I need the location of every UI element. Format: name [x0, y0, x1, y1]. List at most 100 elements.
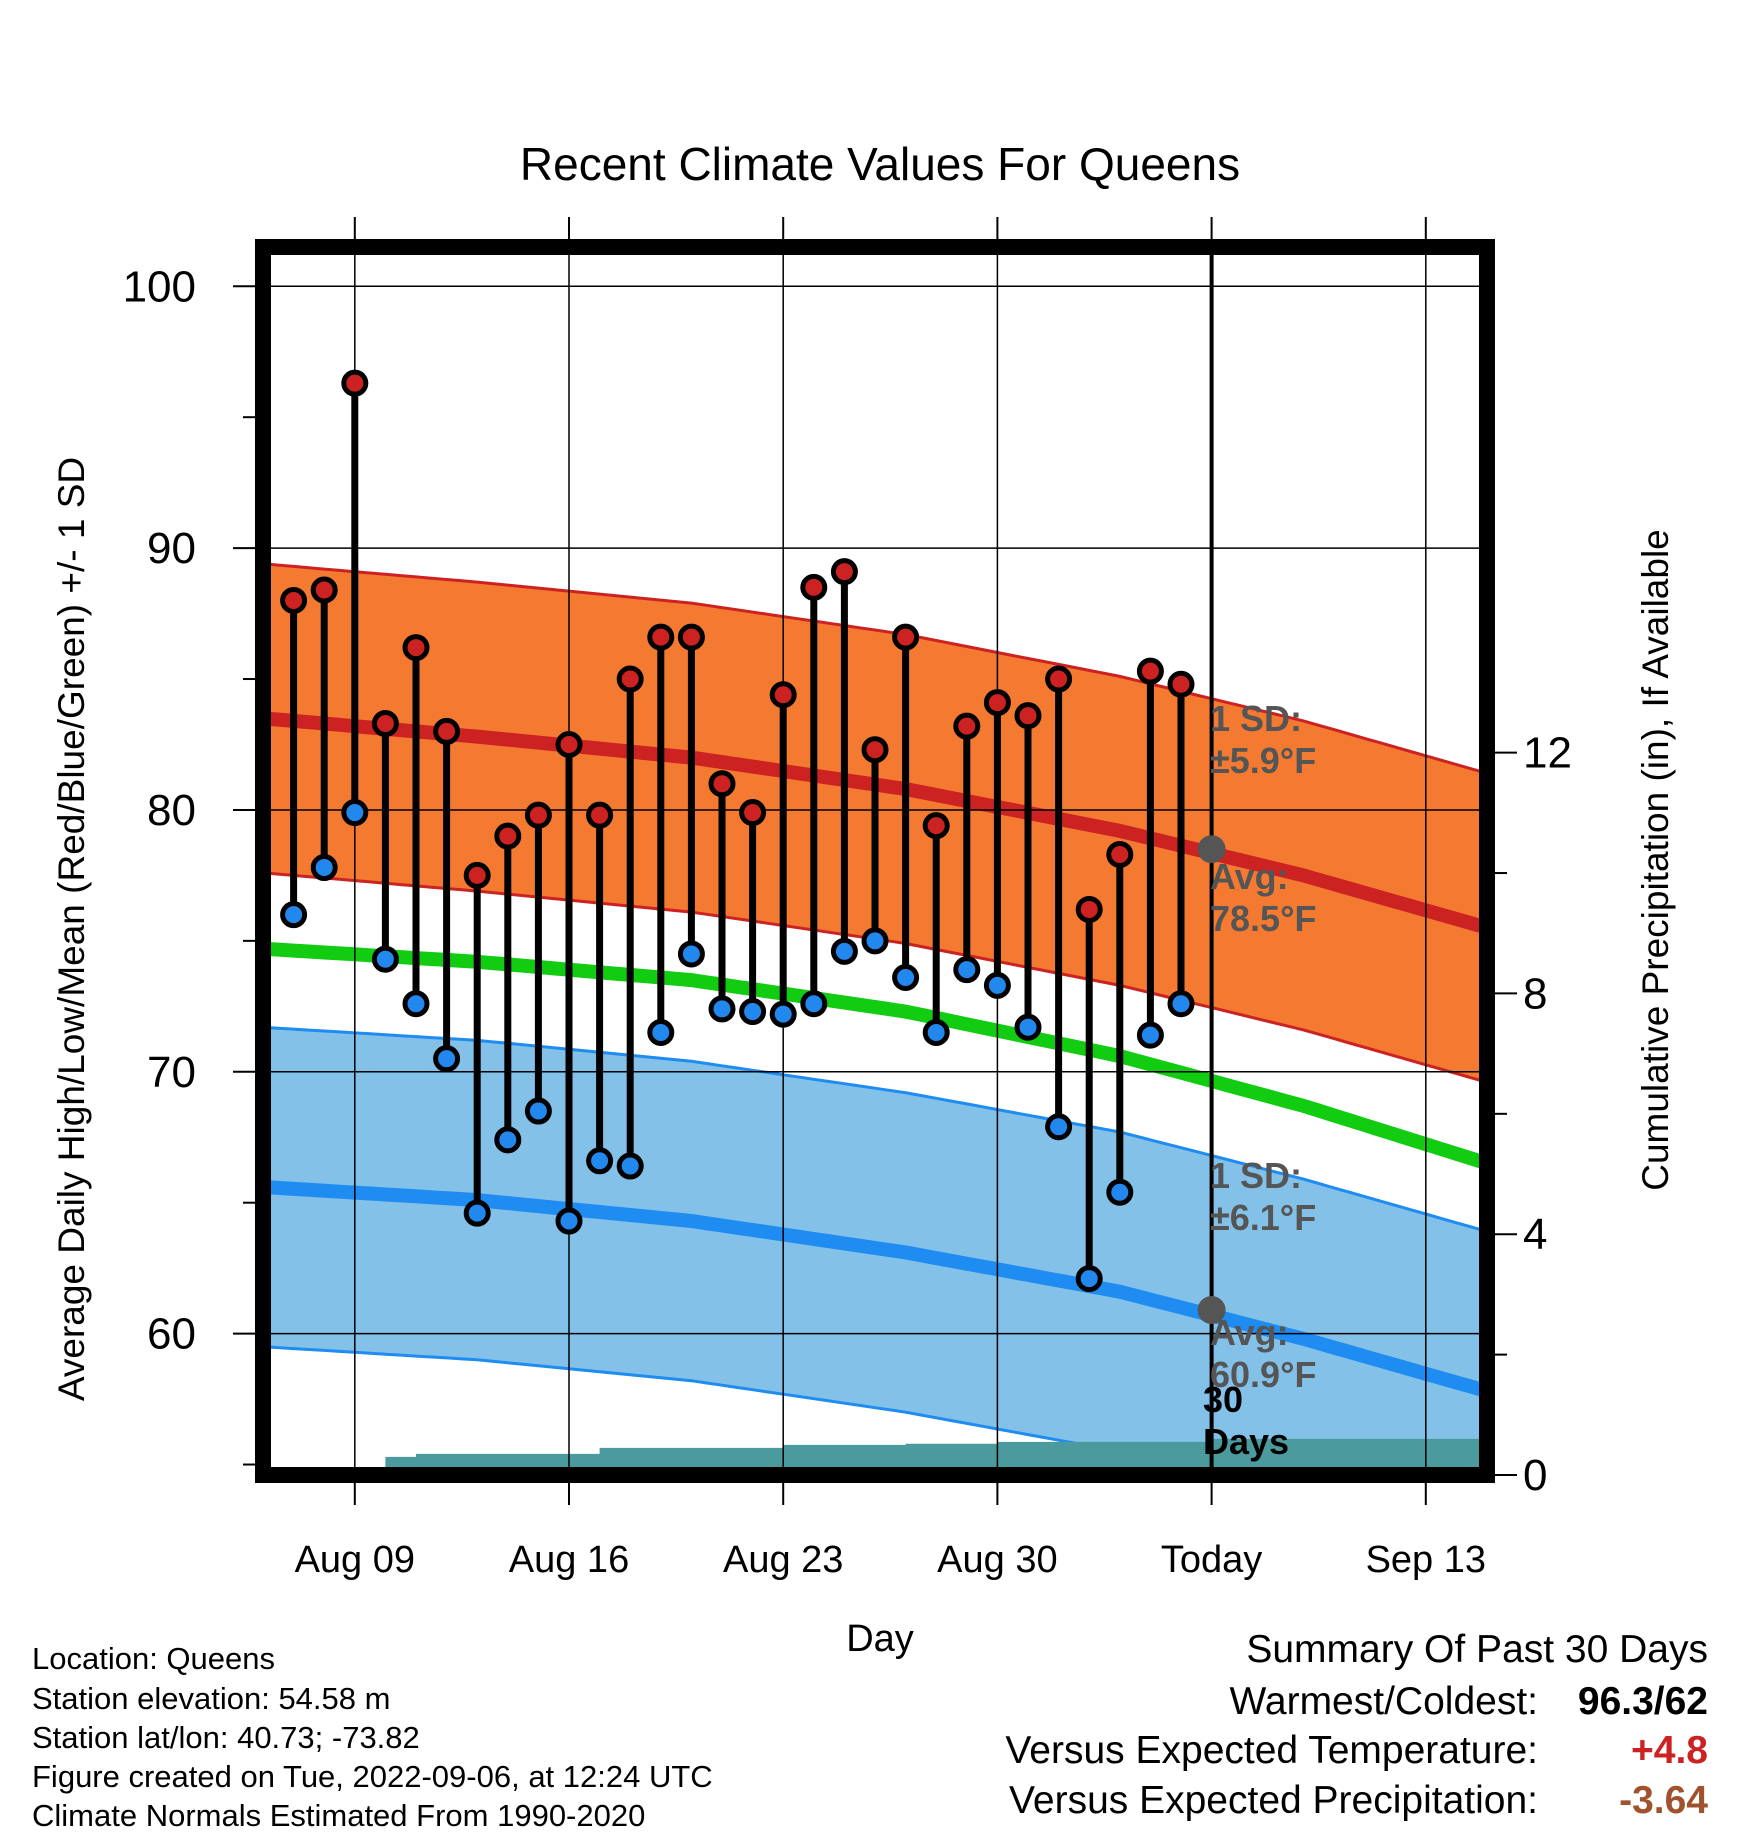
low-temp-point — [402, 990, 430, 1018]
high-temp-point — [953, 712, 981, 740]
thirty-days-label-line2: Days — [1203, 1421, 1289, 1462]
y-tick-label: 90 — [147, 524, 196, 573]
info-elevation: Station elevation: 54.58 m — [32, 1681, 391, 1716]
low-temp-point — [708, 995, 736, 1023]
low-temp-point — [739, 998, 767, 1026]
high-temp-point — [647, 623, 675, 651]
low-sd-upper-line — [263, 1025, 1487, 1233]
low-temp-point — [1167, 990, 1195, 1018]
y2-axis-label: Cumulative Precipitation (in), If Availa… — [1635, 529, 1676, 1191]
low-temp-point — [341, 799, 369, 827]
x-tick-label: Aug 16 — [509, 1539, 629, 1581]
x-tick-label: Aug 09 — [295, 1539, 415, 1581]
low-temp-point — [463, 1199, 491, 1227]
low-temp-point — [953, 956, 981, 984]
chart-title: Recent Climate Values For Queens — [520, 138, 1240, 190]
low-temp-point — [1106, 1178, 1134, 1206]
low-sd-label: 1 SD: — [1210, 1155, 1302, 1196]
high-temp-point — [280, 586, 308, 614]
high-temp-point — [524, 801, 552, 829]
summary-precip-label: Versus Expected Precipitation: — [1009, 1779, 1538, 1822]
low-temp-point — [830, 937, 858, 965]
y-tick-label: 60 — [147, 1310, 196, 1359]
high-temp-point — [586, 801, 614, 829]
low-temp-point — [647, 1019, 675, 1047]
high-temp-point — [861, 736, 889, 764]
high-temp-point — [1075, 895, 1103, 923]
low-temp-point — [922, 1019, 950, 1047]
y-tick-label: 100 — [123, 262, 196, 311]
high-sd-label: 1 SD: — [1210, 698, 1302, 739]
low-temp-point — [616, 1152, 644, 1180]
low-temp-point — [800, 990, 828, 1018]
low-temp-point — [983, 971, 1011, 999]
summary-temp-value: +4.8 — [1631, 1729, 1708, 1772]
low-temp-point — [769, 1000, 797, 1028]
high-temp-point — [769, 681, 797, 709]
y-tick-label: 70 — [147, 1048, 196, 1097]
low-temp-point — [1136, 1021, 1164, 1049]
y2-tick-label: 12 — [1523, 729, 1572, 778]
low-temp-point — [524, 1097, 552, 1125]
low-temp-point — [494, 1126, 522, 1154]
high-temp-point — [1014, 702, 1042, 730]
high-temp-point — [708, 770, 736, 798]
high-avg-value: 78.5°F — [1210, 898, 1316, 939]
high-temp-point — [1106, 840, 1134, 868]
info-latlon: Station lat/lon: 40.73; -73.82 — [32, 1720, 420, 1755]
x-tick-label: Sep 13 — [1366, 1539, 1486, 1581]
high-temp-point — [677, 623, 705, 651]
high-temp-point — [800, 573, 828, 601]
summary-precip-value: -3.64 — [1619, 1779, 1708, 1822]
y-axis-label: Average Daily High/Low/Mean (Red/Blue/Gr… — [51, 457, 92, 1401]
low-temp-point — [1075, 1265, 1103, 1293]
low-avg-label: Avg: — [1210, 1312, 1289, 1353]
high-temp-point — [616, 665, 644, 693]
high-sd-upper-line — [263, 562, 1487, 775]
high-temp-point — [892, 623, 920, 651]
x-tick-label: Aug 30 — [937, 1539, 1057, 1581]
high-temp-point — [1167, 670, 1195, 698]
info-normals: Climate Normals Estimated From 1990-2020 — [32, 1798, 646, 1833]
high-temp-point — [494, 822, 522, 850]
summary-precip-row: Versus Expected Precipitation: -3.64 — [1009, 1779, 1708, 1823]
low-temp-point — [586, 1147, 614, 1175]
high-sd-value: ±5.9°F — [1210, 740, 1316, 781]
low-temp-point — [892, 964, 920, 992]
high-temp-point — [830, 558, 858, 586]
mean-average-line — [263, 941, 1487, 1171]
summary-temp-row: Versus Expected Temperature: +4.8 — [1005, 1729, 1708, 1773]
summary-title: Summary Of Past 30 Days — [1246, 1628, 1708, 1671]
high-temp-point — [402, 634, 430, 662]
high-temp-point — [1136, 657, 1164, 685]
low-sd-lower-line — [263, 1345, 1218, 1475]
info-created: Figure created on Tue, 2022-09-06, at 12… — [32, 1759, 713, 1794]
high-temp-point — [341, 369, 369, 397]
y-tick-label: 80 — [147, 786, 196, 835]
normals-layer — [263, 247, 1487, 1475]
low-temp-point — [677, 940, 705, 968]
low-temp-point — [280, 901, 308, 929]
high-temp-point — [739, 799, 767, 827]
high-temp-point — [983, 689, 1011, 717]
info-location: Location: Queens — [32, 1641, 276, 1676]
high-temp-point — [310, 576, 338, 604]
summary-temp-label: Versus Expected Temperature: — [1005, 1729, 1538, 1772]
today-low-average-marker — [1197, 1296, 1226, 1325]
today-high-average-marker — [1197, 835, 1226, 864]
summary-warm-label: Warmest/Coldest: — [1229, 1680, 1538, 1723]
plot-frame — [255, 239, 1495, 1483]
low-avg-value: 60.9°F — [1210, 1354, 1316, 1395]
low-temp-point — [310, 854, 338, 882]
low-temp-point — [371, 945, 399, 973]
low-sd-value: ±6.1°F — [1210, 1197, 1316, 1238]
low-temp-point — [1014, 1013, 1042, 1041]
high-temp-point — [371, 710, 399, 738]
high-temp-point — [922, 812, 950, 840]
summary-warm-row: Warmest/Coldest: 96.3/62 — [1230, 1680, 1708, 1724]
high-avg-label: Avg: — [1210, 856, 1289, 897]
low-temp-point — [1045, 1113, 1073, 1141]
summary-warm-value: 96.3/62 — [1577, 1680, 1708, 1723]
